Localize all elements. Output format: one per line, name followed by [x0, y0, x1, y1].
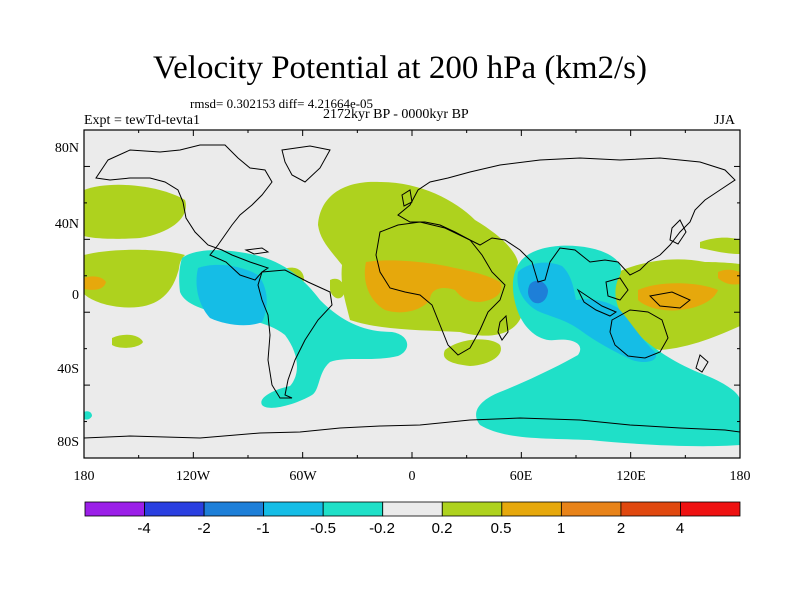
- coast-japan: [669, 219, 687, 245]
- coast-antarctica: [84, 417, 740, 439]
- map-title: Velocity Potential at 200 hPa (km2/s): [152, 50, 648, 86]
- stats-subtitle: rmsd= 0.302153 diff= 4.21664e-05: [190, 96, 374, 111]
- period-subtitle: 2172kyr BP - 0000kyr BP: [323, 107, 469, 122]
- lat-label-80n: 80N: [55, 141, 79, 156]
- coastlines: [84, 144, 740, 439]
- contour-blue-indian-ocean: [517, 262, 657, 363]
- lon-label-0: 0: [409, 469, 416, 484]
- coast-greenland: [281, 145, 331, 183]
- contour-positive-east-edge: [700, 237, 740, 254]
- colorbar-swatch: [501, 501, 562, 517]
- lon-label-180e: 180: [730, 469, 751, 484]
- coast-north-america: [95, 144, 273, 281]
- colorbar-swatch: [263, 501, 324, 517]
- lon-label-60e: 60E: [510, 469, 533, 484]
- contour-orange-arabia: [468, 278, 492, 297]
- contour-orange-central-africa: [364, 260, 502, 313]
- coast-borneo: [605, 277, 629, 301]
- colorbar-label-neg2: -2: [197, 520, 210, 537]
- colorbar-label-0-2: 0.2: [432, 520, 453, 537]
- lat-label-equator: 0: [72, 288, 79, 303]
- colorbar-swatch: [441, 501, 503, 517]
- axis-labels: 80N 40N 0 40S 80S 180 120W 60W 0 60E 120…: [55, 141, 751, 484]
- colorbar-swatch: [144, 501, 205, 517]
- contour-orange-west-edge: [84, 276, 106, 290]
- experiment-label: Expt = tewTd-tevta1: [84, 113, 200, 128]
- lat-label-80s: 80S: [57, 435, 79, 450]
- lat-label-40n: 40N: [55, 217, 79, 232]
- colorbar-label-neg1: -1: [256, 520, 269, 537]
- colorbar-label-0-5: 0.5: [491, 520, 512, 537]
- contour-positive-north-pacific: [84, 184, 186, 239]
- contour-positive-mid-atlantic: [330, 278, 345, 299]
- coast-british-isles: [401, 189, 413, 207]
- colorbar-label-4: 4: [676, 520, 684, 537]
- colorbar-swatch: [680, 501, 741, 517]
- coast-south-america: [257, 269, 333, 399]
- lon-label-120e: 120E: [616, 469, 646, 484]
- colorbar-labels: -4 -2 -1 -0.5 -0.2 0.2 0.5 1 2 4: [137, 520, 684, 537]
- contour-positive-south-pacific: [112, 334, 143, 348]
- contour-negative-west-edge: [84, 411, 92, 420]
- contour-blue-east-pacific: [196, 264, 267, 326]
- contour-fields: [84, 181, 740, 447]
- contour-strong-negative-core: [528, 280, 548, 304]
- coast-cuba: [244, 247, 270, 255]
- colorbar-label-1: 1: [557, 520, 565, 537]
- lon-label-120w: 120W: [176, 469, 211, 484]
- contour-orange-east-edge: [718, 269, 740, 285]
- coast-new-zealand: [695, 354, 709, 373]
- colorbar-swatch: [322, 501, 384, 517]
- lat-label-40s: 40S: [57, 362, 79, 377]
- colorbar-label-neg0-5: -0.5: [310, 520, 336, 537]
- contour-positive-west-pacific: [84, 249, 185, 308]
- coast-africa: [375, 221, 506, 356]
- colorbar: [84, 501, 741, 517]
- lon-label-180w: 180: [74, 469, 95, 484]
- coast-madagascar: [497, 314, 509, 341]
- colorbar-label-2: 2: [617, 520, 625, 537]
- colorbar-swatch: [203, 501, 265, 517]
- axis-ticks: [83, 129, 741, 459]
- colorbar-label-neg0-2: -0.2: [369, 520, 395, 537]
- coast-sumatra-java: [576, 288, 618, 317]
- contour-positive-south-africa: [443, 339, 501, 366]
- colorbar-label-neg4: -4: [137, 520, 150, 537]
- map-area: [84, 130, 740, 458]
- coast-new-guinea: [648, 291, 691, 309]
- colorbar-swatch: [84, 501, 145, 517]
- colorbar-swatch: [620, 501, 681, 517]
- season-label: JJA: [714, 113, 736, 128]
- coast-australia: [609, 309, 669, 359]
- coast-europe-asia: [397, 157, 736, 283]
- colorbar-swatch: [560, 501, 622, 517]
- colorbar-swatch: [382, 501, 443, 517]
- lon-label-60w: 60W: [289, 469, 317, 484]
